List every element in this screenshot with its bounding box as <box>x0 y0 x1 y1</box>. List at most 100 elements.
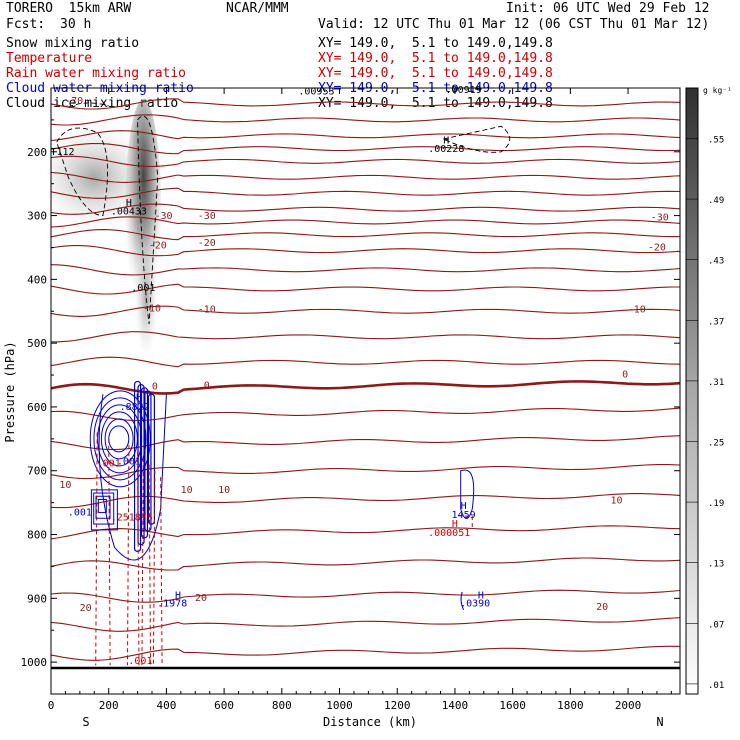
isotherm <box>51 435 680 451</box>
cloud-ice-contour <box>442 125 511 153</box>
x-tick-label: 600 <box>214 699 234 712</box>
x-tick-label: 1800 <box>557 699 584 712</box>
cloud-water-contour <box>144 390 152 532</box>
isotherm <box>51 283 680 295</box>
x-tick-label: 800 <box>272 699 292 712</box>
isotherm-label: -10 <box>143 303 161 314</box>
cloud-water-contour <box>93 492 115 525</box>
isotherm-label: -30 <box>154 211 172 222</box>
isotherm-label: -10 <box>628 305 646 316</box>
snow-outer <box>51 122 155 233</box>
cloud-ice-label: .00228 <box>428 144 464 155</box>
colorbar-unit: g kg⁻¹ <box>703 86 732 95</box>
isotherm <box>51 245 680 257</box>
x-tick-label: 200 <box>99 699 119 712</box>
isotherm <box>51 356 680 368</box>
isotherm-label: -20 <box>198 238 216 249</box>
rain-label: .001 <box>97 458 121 469</box>
cloud-water-contour <box>147 393 156 525</box>
isotherm-label: 10 <box>610 495 622 506</box>
cloud-ice-label: .00953 <box>298 86 334 97</box>
isotherm <box>51 142 680 155</box>
rain-contour <box>141 457 144 666</box>
isotherm-label: 20 <box>80 603 92 614</box>
x-tick-label: 1600 <box>499 699 526 712</box>
x-axis-label: Distance (km) <box>323 715 417 729</box>
valid-time: Valid: 12 UTC Thu 01 Mar 12 (06 CST Thu … <box>318 17 710 32</box>
plot-frame <box>50 87 681 695</box>
snow-shading <box>51 99 162 359</box>
isotherm <box>51 98 680 110</box>
rain-label: H <box>452 519 458 530</box>
forecast-label: Fcst: <box>6 17 46 32</box>
isotherm-label: 20 <box>596 602 608 613</box>
field-snow-xy: XY= 149.0, 5.1 to 149.0,149.8 <box>318 36 553 51</box>
cloud-water-label: .8822 <box>120 402 150 413</box>
field-temperature-xy: XY= 149.0, 5.1 to 149.0,149.8 <box>318 51 553 66</box>
forecast-hours: 30 h <box>60 17 92 32</box>
cloud-water-label: .001 <box>68 507 92 518</box>
cloud-water-label: .001 <box>117 456 141 467</box>
temperature-isotherms <box>51 98 680 661</box>
cloud-water-label: H <box>136 393 142 404</box>
isotherm-label: 0 <box>152 382 158 393</box>
organization: NCAR/MMM <box>226 1 289 16</box>
isotherm-label: 20 <box>195 593 207 604</box>
isotherm-label: 0 <box>622 370 628 381</box>
north-end-label: N <box>656 715 663 729</box>
cloud-water-label: H <box>478 590 484 601</box>
rain-contour <box>160 477 163 666</box>
x-tick-label: 1000 <box>326 699 353 712</box>
colorbar-label: .01 <box>708 681 724 691</box>
cloud-water-contour <box>133 380 142 553</box>
rain-contour <box>152 470 156 666</box>
field-rain-xy: XY= 149.0, 5.1 to 149.0,149.8 <box>318 66 553 81</box>
snow-label: .00433 <box>111 206 147 217</box>
isotherm <box>51 171 680 183</box>
y-tick-label: 300 <box>27 210 47 223</box>
y-tick-label: 600 <box>27 401 47 414</box>
isotherm-label: 0 <box>204 380 210 391</box>
isotherm-label: -30 <box>651 213 669 224</box>
rain-contour <box>108 438 111 666</box>
colorbar-label: .31 <box>708 378 724 388</box>
isotherm <box>51 187 680 199</box>
cloud-water-contour <box>90 489 118 531</box>
isotherm <box>51 464 680 480</box>
colorbar-label: .13 <box>708 560 724 570</box>
cloud-ice-contour <box>56 127 109 217</box>
x-axis: 0 200 400 600 800 1000 1200 1400 1600 1800 2000 <box>48 88 672 712</box>
cloud-ice-label: .00919 <box>446 85 482 96</box>
cloud-water-contour <box>104 418 134 460</box>
isotherm <box>51 229 680 241</box>
colorbar-label: .55 <box>708 136 724 146</box>
isotherm-zero <box>51 380 680 395</box>
colorbar: g kg⁻¹ .55 .49 .43 .37 .31 .25 .19 .13 .07 .01 <box>685 86 732 695</box>
isotherm <box>51 557 680 571</box>
isotherm-label: -70 <box>65 96 83 107</box>
field-temperature-label: Temperature <box>6 51 93 66</box>
y-tick-label: 800 <box>27 529 47 542</box>
field-cloud-ice-xy: XY= 149.0, 5.1 to 149.0,149.8 <box>318 96 553 111</box>
colorbar-label: .25 <box>708 439 724 449</box>
isotherm-label: 10 <box>218 485 230 496</box>
y-tick-label: 200 <box>27 146 47 159</box>
cloud-ice-contour <box>68 102 109 108</box>
colorbar-label: .07 <box>708 620 724 630</box>
isotherm-label: 10 <box>59 480 71 491</box>
colorbar-label: .49 <box>708 196 724 206</box>
cloud-water-label: .1978 <box>157 599 187 610</box>
rain-label: .251875 <box>111 512 153 523</box>
isotherm-label: -10 <box>198 305 216 316</box>
field-rain-label: Rain water mixing ratio <box>6 66 187 81</box>
cloud-water-contour <box>89 390 151 488</box>
cloud-water-contour <box>140 387 149 539</box>
isotherm-label: -20 <box>149 241 167 252</box>
colorbar-label: .43 <box>708 257 724 267</box>
cloud-water-contour <box>460 469 475 520</box>
field-snow-label: Snow mixing ratio <box>6 36 140 51</box>
isotherm <box>51 645 680 661</box>
snow-label: .001 <box>131 283 155 294</box>
cloud-water-label: .0390 <box>460 599 490 610</box>
rain-contour <box>457 514 473 529</box>
